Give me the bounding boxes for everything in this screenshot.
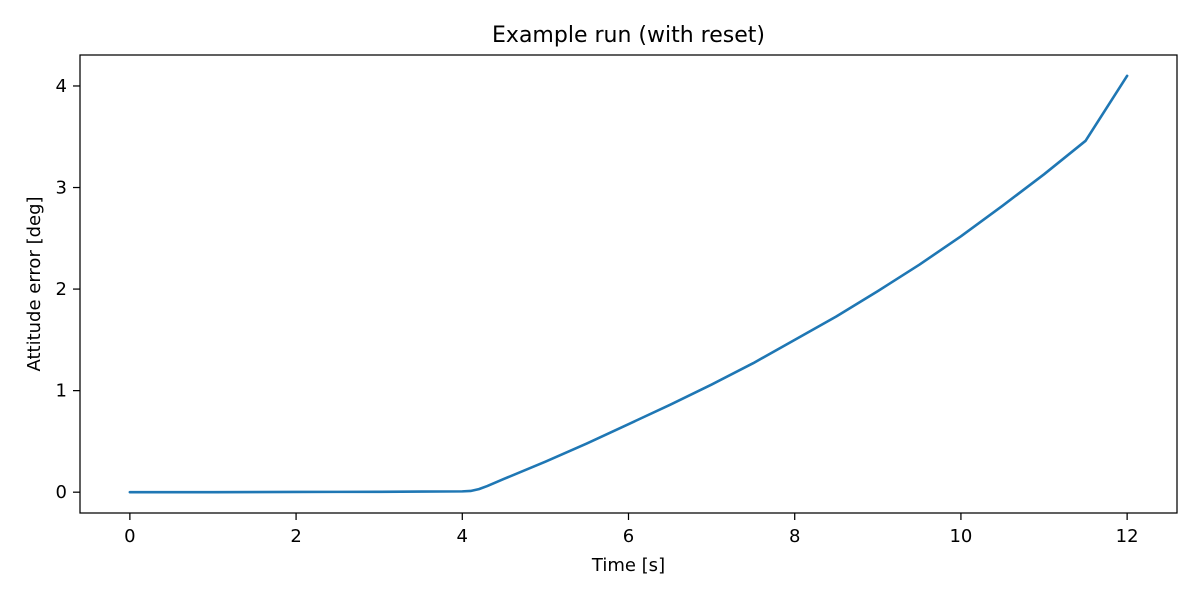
plot-layer	[128, 74, 1129, 494]
x-tick-label: 6	[623, 526, 634, 547]
chart-title: Example run (with reset)	[492, 23, 765, 48]
x-tick-label: 0	[124, 526, 135, 547]
x-tick-label: 10	[949, 526, 972, 547]
x-axis-label: Time [s]	[591, 555, 665, 576]
y-tick-label: 0	[56, 482, 67, 503]
y-tick-label: 3	[56, 178, 67, 199]
x-tick-label: 12	[1116, 526, 1139, 547]
y-tick-label: 2	[56, 279, 67, 300]
x-tick-label: 2	[290, 526, 301, 547]
y-axis-label: Attitude error [deg]	[24, 196, 45, 371]
y-tick-label: 4	[56, 76, 67, 97]
y-tick-label: 1	[56, 381, 67, 402]
x-tick-label: 4	[457, 526, 468, 547]
x-tick-label: 8	[789, 526, 800, 547]
series-line-0	[128, 74, 1129, 494]
